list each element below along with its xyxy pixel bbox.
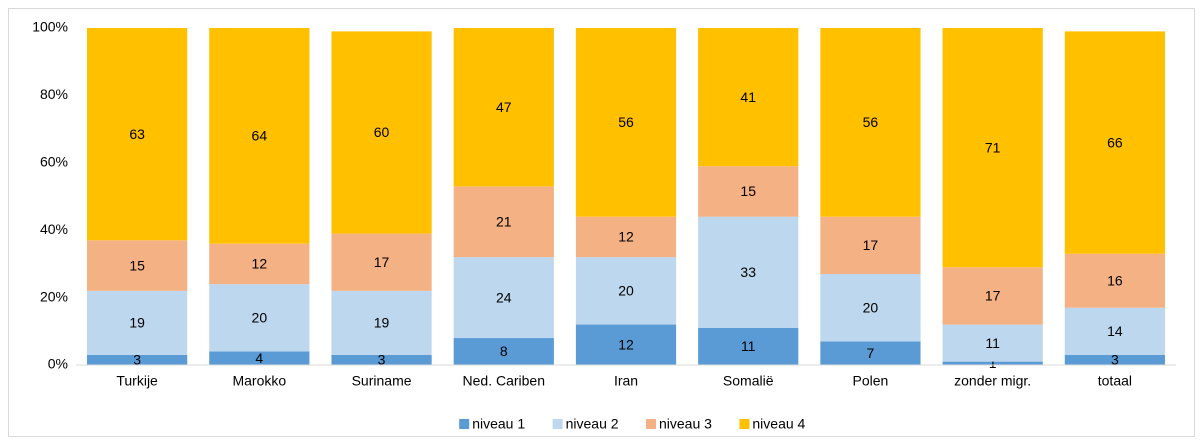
bar-segment (331, 31, 432, 234)
bar-segment (698, 166, 799, 217)
bar-segment (209, 243, 310, 285)
bar-segment (575, 257, 677, 325)
y-tick-label: 0% (48, 356, 68, 372)
data-label: 12 (618, 336, 634, 352)
data-label: 24 (496, 289, 512, 305)
legend-swatch (552, 419, 563, 429)
data-label: 19 (129, 315, 145, 331)
data-label: 3 (1111, 352, 1119, 368)
bar-segment (1064, 354, 1165, 365)
data-label: 7 (867, 345, 875, 361)
bar-segment (87, 28, 188, 241)
bar-segment (942, 267, 1043, 325)
x-tick-label: zonder migr. (954, 373, 1031, 389)
x-tick-label: Turkije (116, 373, 158, 389)
x-tick-label: totaal (1098, 373, 1132, 389)
data-label: 56 (863, 114, 879, 130)
bar-segment (1064, 31, 1165, 254)
bar-segment (453, 28, 554, 187)
data-label: 4 (255, 350, 263, 366)
bar-segment (331, 354, 432, 365)
bar-segment (453, 338, 554, 365)
data-label: 41 (740, 89, 756, 105)
x-tick-label: Marokko (232, 373, 286, 389)
y-tick-label: 40% (40, 221, 68, 237)
data-label: 63 (129, 126, 145, 142)
data-label: 17 (985, 288, 1001, 304)
data-label: 15 (129, 257, 145, 273)
data-label: 3 (133, 352, 141, 368)
data-label: 14 (1107, 323, 1123, 339)
data-label: 71 (985, 139, 1001, 155)
legend-swatch (739, 419, 750, 429)
legend-label: niveau 4 (752, 416, 805, 432)
bar-segment (331, 290, 432, 355)
data-label: 11 (985, 335, 1000, 351)
y-tick-label: 60% (40, 154, 68, 170)
bar-segment (820, 274, 921, 342)
bar-segment (698, 28, 799, 167)
bar-segment (1064, 307, 1165, 355)
data-label: 8 (500, 343, 508, 359)
bar-segment (331, 233, 432, 291)
data-label: 66 (1107, 134, 1123, 150)
y-tick-label: 100% (32, 19, 68, 35)
data-label: 20 (618, 283, 634, 299)
x-tick-label: Somalië (723, 373, 774, 389)
bar-segment (575, 324, 677, 365)
bar-segment (209, 351, 310, 365)
bar-segment (575, 216, 677, 258)
data-label: 33 (740, 264, 756, 280)
bar-segment (575, 28, 677, 217)
bar-segment (942, 361, 1043, 365)
data-label: 17 (863, 237, 879, 253)
bar-segment (820, 341, 921, 365)
y-tick-label: 20% (40, 288, 68, 304)
data-label: 64 (252, 128, 268, 144)
data-label: 60 (374, 124, 390, 140)
data-label: 21 (496, 213, 512, 229)
bar-segment (209, 28, 310, 244)
data-label: 3 (378, 352, 386, 368)
bar-segment (820, 216, 921, 275)
legend-label: niveau 1 (472, 416, 525, 432)
bar-segment (820, 28, 921, 217)
bar-segment (453, 186, 554, 258)
x-tick-label: Iran (614, 373, 638, 389)
data-label: 11 (741, 338, 756, 354)
data-label: 20 (863, 299, 879, 315)
data-label: 15 (740, 183, 756, 199)
data-label: 12 (618, 229, 634, 245)
legend-swatch (459, 419, 470, 429)
bar-segment (87, 290, 188, 355)
data-label: 20 (252, 310, 268, 326)
x-tick-label: Polen (853, 373, 889, 389)
x-tick-label: Suriname (352, 373, 412, 389)
bar-segment (698, 327, 799, 365)
data-label: 56 (618, 114, 634, 130)
x-tick-label: Ned. Cariben (463, 373, 546, 389)
data-label: 19 (374, 315, 390, 331)
bar-segment (698, 216, 799, 328)
data-label: 12 (252, 256, 268, 272)
bar-segment (209, 284, 310, 352)
data-label: 47 (496, 99, 512, 115)
data-label: 16 (1107, 272, 1123, 288)
data-label: 1 (989, 355, 997, 371)
legend-label: niveau 2 (566, 416, 619, 432)
y-tick-label: 80% (40, 86, 68, 102)
bar-segment (1064, 253, 1165, 308)
bar-segment (87, 354, 188, 365)
bar-segment (453, 257, 554, 339)
legend-label: niveau 3 (659, 416, 712, 432)
bar-segment (942, 324, 1043, 362)
legend-swatch (646, 419, 656, 429)
data-label: 17 (374, 254, 390, 270)
bar-segment (942, 28, 1043, 268)
bar-segment (87, 240, 188, 291)
